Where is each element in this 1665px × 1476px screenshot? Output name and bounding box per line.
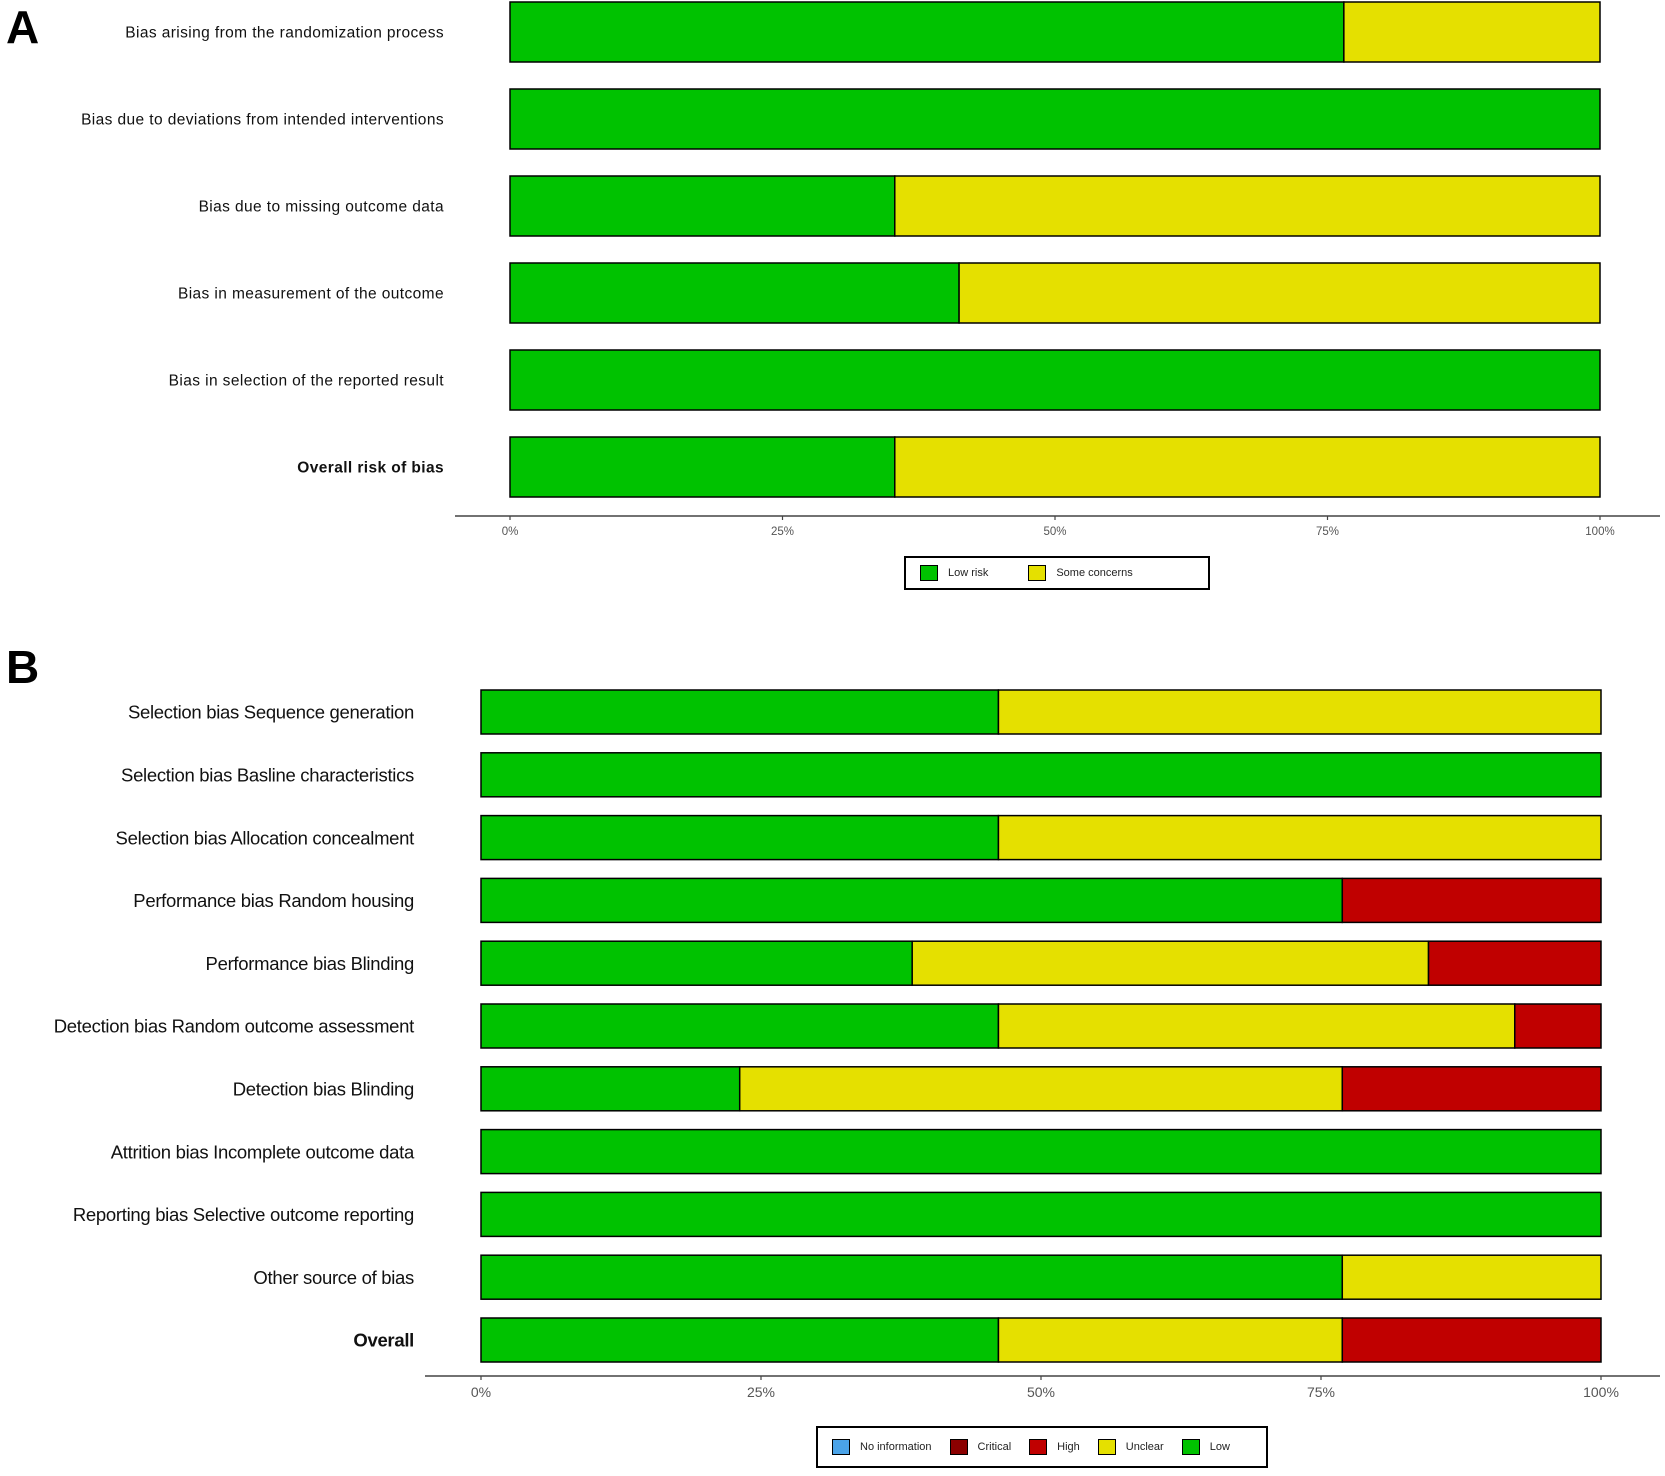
bar-segment-low-performance-bias-blinding [480, 940, 913, 986]
bar-segment-low-risk-overall-risk-of-bias [509, 436, 896, 498]
bar-segment-some-concerns-bias-due-to-missing-outcome-data [894, 175, 1601, 237]
bar-segment-low-risk-bias-in-measurement-of-the-outcome [509, 262, 960, 324]
x-tick-label: 75% [1316, 526, 1339, 538]
bar-segment-unclear-selection-bias-allocation-concealment [997, 814, 1602, 861]
legend-item-critical: Critical [949, 1439, 1012, 1455]
x-tick-label: 25% [747, 1384, 775, 1400]
bar-segment-high-detection-bias-random-outcome-assessment [1514, 1003, 1602, 1049]
category-label-overall-risk-of-bias: Overall risk of bias [297, 460, 444, 477]
bar-segment-unclear-detection-bias-random-outcome-assessment [997, 1003, 1516, 1049]
legend-label: High [1057, 1441, 1080, 1453]
bar-segment-high-performance-bias-random-housing [1341, 877, 1602, 924]
legend-label: Low [1209, 1441, 1230, 1453]
legend-swatch [1028, 565, 1047, 581]
bar-segment-unclear-other-source-of-bias [1341, 1254, 1602, 1300]
category-label-selection-bias-allocation-concealment: Selection bias Allocation concealment [116, 827, 415, 848]
bar-segment-low-risk-bias-in-selection-of-the-reported-result [509, 349, 1601, 411]
legend-item-some-concerns: Some concerns [1028, 565, 1133, 581]
category-label-other-source-of-bias: Other source of bias [253, 1267, 414, 1288]
category-label-bias-arising-from-the-randomization-process: Bias arising from the randomization proc… [125, 25, 444, 42]
x-tick-label: 50% [1027, 1384, 1055, 1400]
category-label-performance-bias-blinding: Performance bias Blinding [206, 953, 414, 974]
bar-segment-low-other-source-of-bias [480, 1254, 1344, 1300]
category-label-detection-bias-random-outcome-assessment: Detection bias Random outcome assessment [54, 1016, 414, 1037]
category-label-selection-bias-basline-characteristics: Selection bias Basline characteristics [121, 764, 414, 785]
legend-label: Low risk [948, 567, 989, 579]
category-label-bias-due-to-missing-outcome-data: Bias due to missing outcome data [199, 199, 444, 216]
category-label-overall: Overall [353, 1330, 414, 1351]
x-tick-label: 0% [502, 526, 519, 538]
bar-segment-high-overall [1341, 1317, 1602, 1363]
legend-item-low: Low [1181, 1439, 1230, 1455]
category-label-bias-due-to-deviations-from-intended-interventions: Bias due to deviations from intended int… [81, 112, 444, 129]
bar-segment-low-detection-bias-blinding [480, 1066, 741, 1112]
legend-swatch [920, 565, 938, 581]
bar-segment-low-performance-bias-random-housing [480, 877, 1344, 924]
x-tick-label: 0% [471, 1384, 491, 1400]
legend-label: No information [860, 1441, 932, 1453]
category-label-bias-in-selection-of-the-reported-result: Bias in selection of the reported result [169, 373, 445, 390]
legend-label: Unclear [1125, 1441, 1164, 1453]
bar-segment-low-risk-bias-due-to-missing-outcome-data [509, 175, 896, 237]
category-label-reporting-bias-selective-outcome-reporting: Reporting bias Selective outcome reporti… [73, 1204, 414, 1225]
legend-swatch [1097, 1439, 1116, 1455]
bar-segment-unclear-detection-bias-blinding [738, 1066, 1344, 1112]
legend-swatch [1181, 1439, 1200, 1455]
bar-segment-low-attrition-bias-incomplete-outcome-data [480, 1128, 1602, 1175]
panel-b: B Selection bias Sequence generation Sele… [0, 640, 1665, 1476]
bar-segment-low-selection-bias-sequence-generation [480, 689, 1000, 735]
category-label-performance-bias-random-housing: Performance bias Random housing [133, 890, 414, 911]
bar-segment-some-concerns-bias-in-measurement-of-the-outcome [958, 262, 1601, 324]
chart-a: Bias arising from the randomization proc… [81, 1, 1660, 538]
x-tick-label: 50% [1043, 526, 1066, 538]
bar-segment-low-risk-bias-arising-from-the-randomization-process [509, 1, 1345, 63]
bar-segment-low-reporting-bias-selective-outcome-reporting [480, 1191, 1602, 1238]
category-label-bias-in-measurement-of-the-outcome: Bias in measurement of the outcome [178, 286, 444, 303]
bar-segment-low-selection-bias-allocation-concealment [480, 814, 1000, 861]
legend-b: No information Critical High Unclear Low [816, 1426, 1268, 1468]
bar-segment-unclear-overall [997, 1317, 1344, 1363]
x-tick-label: 75% [1307, 1384, 1335, 1400]
bar-segment-unclear-performance-bias-blinding [911, 940, 1430, 986]
category-label-detection-bias-blinding: Detection bias Blinding [233, 1078, 414, 1099]
bar-segment-unclear-selection-bias-sequence-generation [997, 689, 1602, 735]
category-label-attrition-bias-incomplete-outcome-data: Attrition bias Incomplete outcome data [111, 1141, 415, 1162]
x-tick-label: 100% [1583, 1384, 1619, 1400]
bar-segment-low-overall [480, 1317, 1000, 1363]
panel-label-b: B [6, 641, 40, 693]
x-tick-label: 25% [771, 526, 794, 538]
bar-segment-high-detection-bias-blinding [1341, 1066, 1602, 1112]
legend-item-high: High [1029, 1439, 1080, 1455]
chart-b: Selection bias Sequence generation Select… [54, 689, 1660, 1400]
bar-segment-some-concerns-overall-risk-of-bias [894, 436, 1601, 498]
legend-item-low-risk: Low risk [920, 565, 988, 581]
category-label-selection-bias-sequence-generation: Selection bias Sequence generation [128, 702, 414, 723]
legend-swatch [832, 1439, 850, 1455]
legend-item-no-information: No information [832, 1439, 932, 1455]
bar-segment-low-risk-bias-due-to-deviations-from-intended-interventions [509, 88, 1601, 150]
bar-segment-some-concerns-bias-arising-from-the-randomization-process [1343, 1, 1601, 63]
legend-label: Some concerns [1056, 567, 1133, 579]
legend-item-unclear: Unclear [1097, 1439, 1164, 1455]
panel-a: A Bias arising from the randomization pr… [0, 0, 1665, 600]
bar-segment-high-performance-bias-blinding [1427, 940, 1602, 986]
bar-segment-low-selection-bias-basline-characteristics [480, 752, 1602, 798]
bar-segment-low-detection-bias-random-outcome-assessment [480, 1003, 1000, 1049]
legend-a: Low risk Some concerns [904, 556, 1210, 590]
x-tick-label: 100% [1585, 526, 1614, 538]
legend-swatch [1029, 1439, 1048, 1455]
legend-swatch [949, 1439, 968, 1455]
legend-label: Critical [977, 1441, 1012, 1453]
panel-label-a: A [6, 1, 40, 53]
